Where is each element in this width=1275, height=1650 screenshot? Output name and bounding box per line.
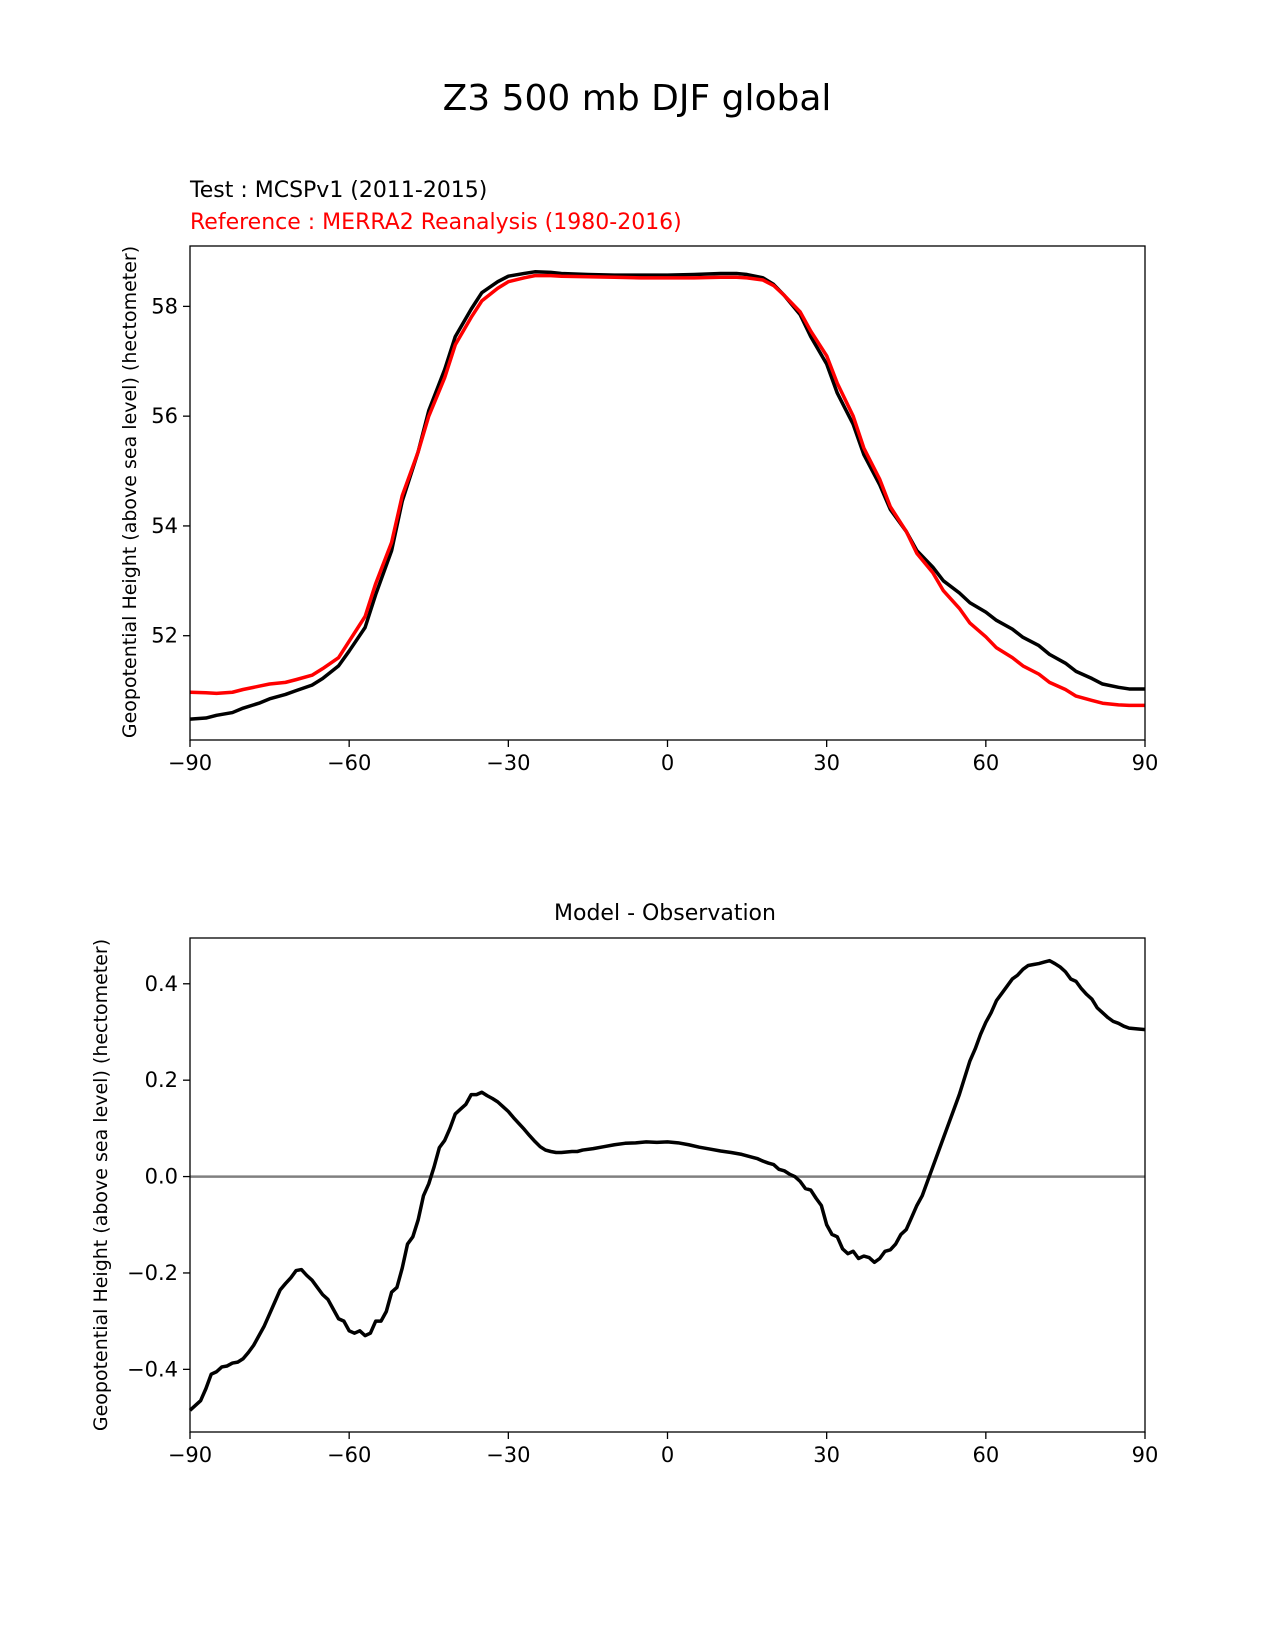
top-chart-y-tick-label: 54 [151,514,178,538]
bottom-chart-x-tick-label: 0 [661,1443,674,1467]
bottom-chart-x-tick-label: −90 [168,1443,212,1467]
bottom-chart-x-tick-label: −30 [486,1443,530,1467]
top-chart-reference-label: Reference : MERRA2 Reanalysis (1980-2016… [190,210,682,235]
bottom-chart-x-tick-label: 60 [972,1443,999,1467]
bottom-chart: Model - Observation Geopotential Height … [90,901,1158,1467]
top-chart: Test : MCSPv1 (2011-2015) Reference : ME… [119,178,1158,775]
top-chart-x-tick-label: −30 [486,751,530,775]
bottom-chart-x-tick-label: −60 [327,1443,371,1467]
top-chart-y-axis-label: Geopotential Height (above sea level) (h… [119,246,141,738]
bottom-chart-x-tick-label: 90 [1132,1443,1159,1467]
top-chart-x-tick-label: −60 [327,751,371,775]
top-chart-series-1-line [189,273,1145,708]
figure-title: Z3 500 mb DJF global [443,78,832,119]
bottom-chart-y-tick-label: 0.0 [145,1165,178,1189]
top-chart-y-tick-label: 52 [151,624,178,648]
bottom-chart-series-0-line [188,958,1146,1412]
top-chart-series-0-line [189,270,1145,721]
bottom-chart-y-axis-label: Geopotential Height (above sea level) (h… [90,939,112,1431]
top-chart-y-tick-label: 56 [151,404,178,428]
bottom-chart-y-tick-label: 0.2 [145,1068,178,1092]
top-chart-x-tick-label: 30 [813,751,840,775]
bottom-chart-y-tick-label: 0.4 [145,972,178,996]
top-chart-x-tick-label: 0 [661,751,674,775]
bottom-chart-plot-area: −90 −60 −30 0 30 60 90 −0.4 −0.2 0.0 0.2 0.4 [127,937,1159,1467]
top-chart-plot-area: −90 −60 −30 0 30 60 90 52 54 56 58 [151,245,1159,775]
top-chart-x-tick-label: 60 [972,751,999,775]
top-chart-y-tick-label: 58 [151,294,178,318]
bottom-chart-y-tick-label: −0.4 [127,1357,178,1381]
bottom-chart-x-tick-label: 30 [813,1443,840,1467]
top-chart-x-tick-label: −90 [168,751,212,775]
bottom-chart-frame [189,937,1146,1433]
top-chart-test-label: Test : MCSPv1 (2011-2015) [189,178,487,203]
top-chart-frame [189,245,1146,741]
bottom-chart-y-tick-label: −0.2 [127,1261,178,1285]
bottom-chart-title: Model - Observation [554,901,776,926]
top-chart-x-tick-label: 90 [1132,751,1159,775]
